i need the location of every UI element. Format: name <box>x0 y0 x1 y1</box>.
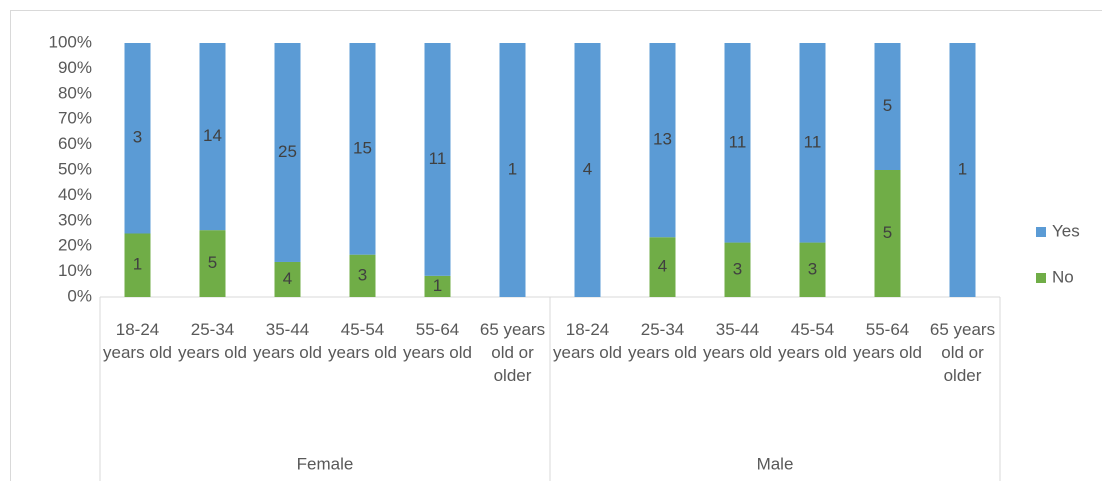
data-label: 11 <box>729 132 747 151</box>
legend-swatch <box>1036 227 1046 237</box>
y-tick-label: 0% <box>67 286 92 305</box>
legend-label: No <box>1052 267 1074 286</box>
data-label: 3 <box>808 259 817 278</box>
x-tick-label: 65 years old or older <box>929 320 996 385</box>
data-label: 1 <box>958 159 967 178</box>
x-tick-label: 45-54 years old <box>328 320 397 362</box>
data-label: 5 <box>208 253 217 272</box>
x-tick-label: 25-34 years old <box>628 320 697 362</box>
y-tick-label: 30% <box>58 210 92 229</box>
bar-segment <box>349 43 376 255</box>
data-label: 14 <box>203 126 222 145</box>
bar-segment <box>874 170 901 297</box>
x-tick-label: 25-34 years old <box>178 320 247 362</box>
data-label: 5 <box>883 223 892 242</box>
data-label: 5 <box>883 96 892 115</box>
data-label: 4 <box>658 257 667 276</box>
data-label: 3 <box>733 259 742 278</box>
data-label: 11 <box>804 132 822 151</box>
x-tick-label: 18-24 years old <box>553 320 622 362</box>
bar-segment <box>124 43 151 234</box>
x-tick-label: 18-24 years old <box>103 320 172 362</box>
y-tick-label: 60% <box>58 134 92 153</box>
chart-border <box>10 10 1102 481</box>
x-tick-label: 35-44 years old <box>253 320 322 362</box>
data-label: 1 <box>133 255 142 274</box>
bar-segment <box>649 43 676 238</box>
bar-segment <box>199 230 226 297</box>
bar-segment <box>274 43 301 262</box>
legend-swatch <box>1036 273 1046 283</box>
data-label: 3 <box>133 128 142 147</box>
bar-segment <box>799 43 826 243</box>
y-tick-label: 70% <box>58 109 92 128</box>
bar-segment <box>724 43 751 243</box>
x-tick-label: 35-44 years old <box>703 320 772 362</box>
x-tick-label: 65 years old or older <box>479 320 546 385</box>
data-label: 1 <box>433 276 442 295</box>
bar-segment <box>574 43 601 297</box>
data-label: 4 <box>583 159 592 178</box>
y-tick-label: 90% <box>58 58 92 77</box>
x-tick-label: 55-64 years old <box>853 320 922 362</box>
y-tick-label: 10% <box>58 261 92 280</box>
data-label: 25 <box>278 142 297 161</box>
data-label: 15 <box>353 138 372 157</box>
data-label: 11 <box>429 149 447 168</box>
bar-segment <box>724 242 751 297</box>
group-label: Male <box>757 454 794 473</box>
y-tick-label: 80% <box>58 83 92 102</box>
bar-segment <box>424 43 451 276</box>
data-label: 4 <box>283 269 292 288</box>
bar-segment <box>499 43 526 297</box>
data-label: 3 <box>358 265 367 284</box>
bar-segment <box>949 43 976 297</box>
data-label: 1 <box>508 159 517 178</box>
x-tick-label: 45-54 years old <box>778 320 847 362</box>
bar-segment <box>124 233 151 297</box>
bar-segment <box>874 43 901 170</box>
group-label: Female <box>297 454 354 473</box>
data-label: 13 <box>653 130 672 149</box>
x-tick-label: 55-64 years old <box>403 320 472 362</box>
bar-segment <box>649 237 676 297</box>
y-tick-label: 100% <box>49 32 92 51</box>
legend-label: Yes <box>1052 221 1080 240</box>
bar-segment <box>799 242 826 297</box>
y-tick-label: 20% <box>58 236 92 255</box>
bar-segment <box>424 275 451 297</box>
y-tick-label: 50% <box>58 159 92 178</box>
bar-segment <box>274 261 301 297</box>
bar-segment <box>199 43 226 231</box>
bar-segment <box>349 254 376 297</box>
y-tick-label: 40% <box>58 185 92 204</box>
